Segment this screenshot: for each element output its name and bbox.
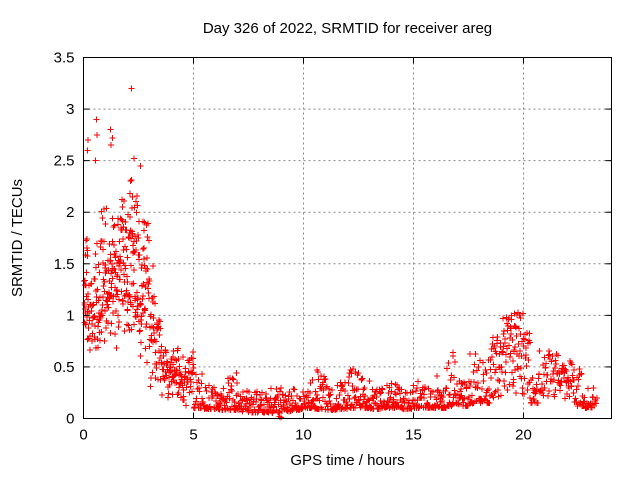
x-tick-label: 10	[295, 427, 312, 444]
y-tick-label: 1.5	[54, 256, 75, 273]
x-axis-label: GPS time / hours	[290, 452, 404, 469]
y-tick-label: 3.5	[54, 50, 75, 67]
x-tick-label: 0	[79, 427, 87, 444]
y-axis-label: SRMTID / TECUs	[9, 179, 26, 297]
x-tick-label: 20	[515, 427, 532, 444]
x-tick-label: 5	[189, 427, 197, 444]
x-tick-label: 15	[405, 427, 422, 444]
y-tick-label: 3	[66, 101, 74, 118]
plot-frame	[83, 57, 612, 419]
y-tick-label: 2	[66, 204, 74, 221]
tick-labels: 0 5 10 15 20 0 0.5 1 1.5 2 2.5 3 3.5	[54, 50, 532, 444]
chart-title: Day 326 of 2022, SRMTID for receiver are…	[203, 20, 492, 37]
y-tick-label: 0.5	[54, 359, 75, 376]
y-tick-label: 1	[66, 307, 74, 324]
data-points	[81, 85, 600, 421]
y-tick-label: 0	[66, 411, 74, 428]
scatter-marker-path	[81, 85, 600, 421]
y-tick-label: 2.5	[54, 153, 75, 170]
